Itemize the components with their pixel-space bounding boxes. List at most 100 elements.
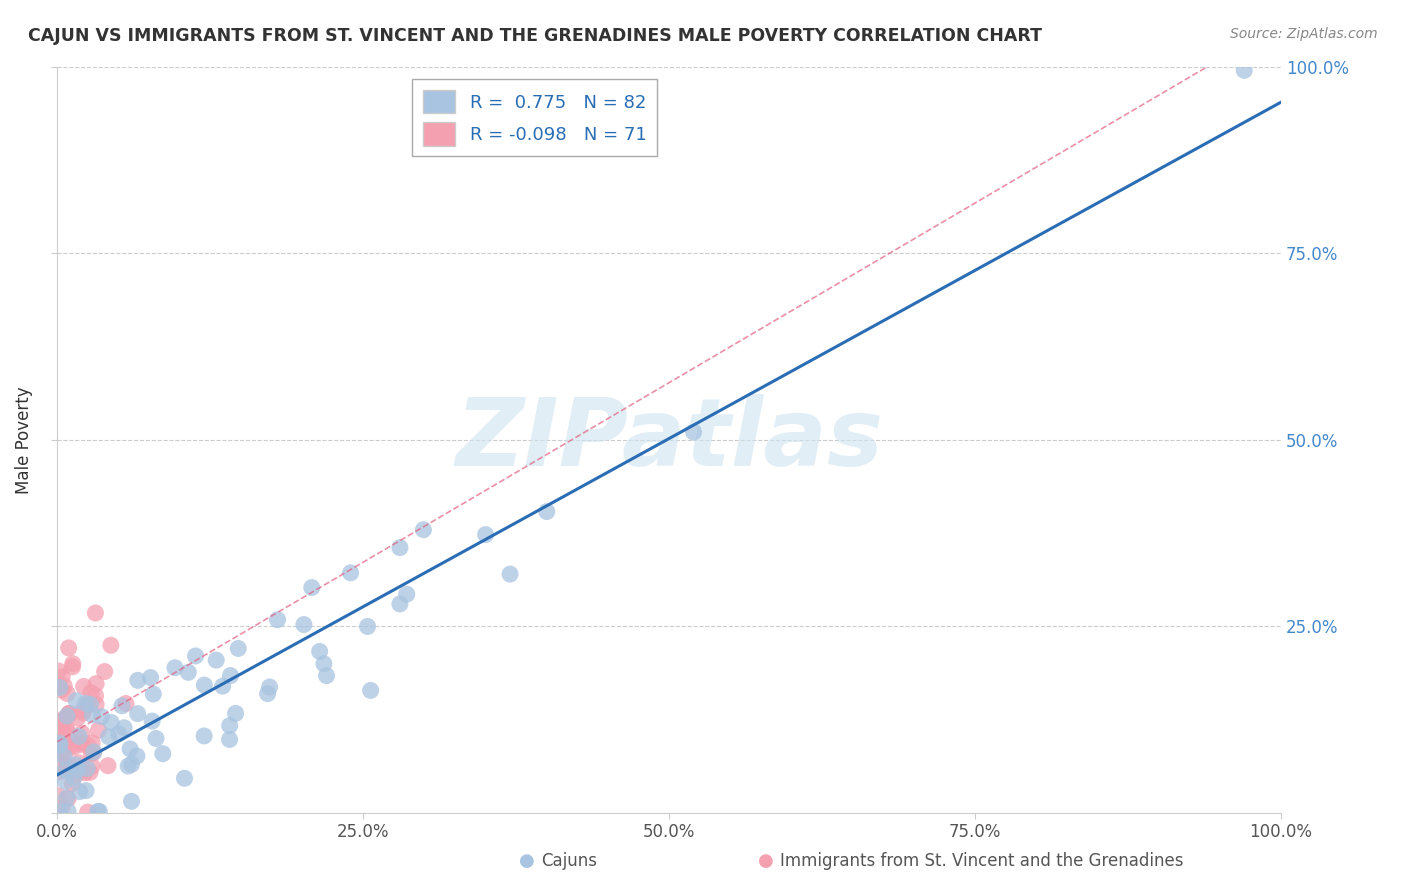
Point [127, 673, 149, 688]
Point [107, 727, 129, 741]
Point [53, 760, 76, 774]
Point [121, 757, 143, 772]
Point [84, 698, 107, 712]
Point [395, 587, 418, 601]
Point [48, 744, 70, 758]
Point [97, 730, 120, 744]
Point [67, 756, 90, 770]
Text: Source: ZipAtlas.com: Source: ZipAtlas.com [1230, 27, 1378, 41]
Point [48, 763, 70, 777]
Point [75, 697, 97, 711]
Point [211, 679, 233, 693]
Point [56, 687, 79, 701]
Point [84, 689, 107, 703]
Point [66, 763, 89, 777]
Point [53, 749, 76, 764]
Point [66, 711, 89, 725]
Point [112, 721, 135, 735]
Point [142, 687, 165, 701]
Point [66, 766, 89, 780]
Point [48, 681, 70, 695]
Point [225, 706, 247, 721]
Point [48, 714, 70, 728]
Point [93, 665, 115, 679]
Point [55, 724, 77, 739]
Point [77, 739, 100, 753]
Point [49, 750, 72, 764]
Point [121, 794, 143, 808]
Point [59, 739, 82, 754]
Point [51, 683, 73, 698]
Point [48, 739, 70, 753]
Point [90, 709, 112, 723]
Point [56, 763, 79, 777]
Point [48, 760, 70, 774]
Point [67, 730, 90, 744]
Point [65, 757, 87, 772]
Point [412, 523, 434, 537]
Point [48, 736, 70, 750]
Point [73, 765, 96, 780]
Text: ZIPatlas: ZIPatlas [456, 393, 883, 486]
Point [56, 709, 79, 723]
Point [49, 714, 72, 729]
Point [48, 805, 70, 819]
Point [53, 749, 76, 764]
Point [56, 722, 79, 736]
Point [58, 791, 80, 805]
Point [83, 745, 105, 759]
Text: ●: ● [758, 852, 773, 870]
Point [219, 668, 242, 682]
Point [48, 730, 70, 744]
Point [89, 805, 111, 819]
Point [218, 732, 240, 747]
Point [117, 759, 139, 773]
Point [292, 617, 315, 632]
Point [100, 638, 122, 652]
Point [536, 505, 558, 519]
Point [100, 715, 122, 730]
Y-axis label: Male Poverty: Male Poverty [15, 386, 32, 493]
Point [193, 678, 215, 692]
Point [49, 751, 72, 765]
Point [70, 735, 93, 749]
Point [80, 759, 103, 773]
Point [312, 657, 335, 671]
Point [163, 661, 186, 675]
Point [84, 676, 107, 690]
Point [48, 664, 70, 678]
Point [87, 723, 110, 738]
Point [58, 759, 80, 773]
Point [62, 660, 84, 674]
Point [145, 731, 167, 746]
Point [53, 679, 76, 693]
Point [48, 741, 70, 756]
Point [72, 706, 94, 720]
Point [76, 762, 98, 776]
Point [56, 805, 79, 819]
Point [51, 745, 73, 759]
Point [84, 606, 107, 620]
Point [315, 668, 337, 682]
Point [49, 726, 72, 740]
Point [51, 725, 73, 739]
Point [70, 763, 93, 777]
Point [266, 613, 288, 627]
Point [139, 671, 162, 685]
Point [360, 683, 382, 698]
Point [58, 739, 80, 753]
Point [76, 698, 98, 712]
Point [205, 653, 228, 667]
Point [48, 765, 70, 780]
Point [51, 801, 73, 815]
Point [226, 641, 249, 656]
Point [82, 736, 104, 750]
Point [70, 737, 93, 751]
Point [388, 541, 411, 555]
Point [62, 740, 84, 755]
Point [73, 680, 96, 694]
Point [87, 805, 110, 819]
Point [97, 758, 120, 772]
Point [256, 687, 278, 701]
Point [53, 763, 76, 777]
